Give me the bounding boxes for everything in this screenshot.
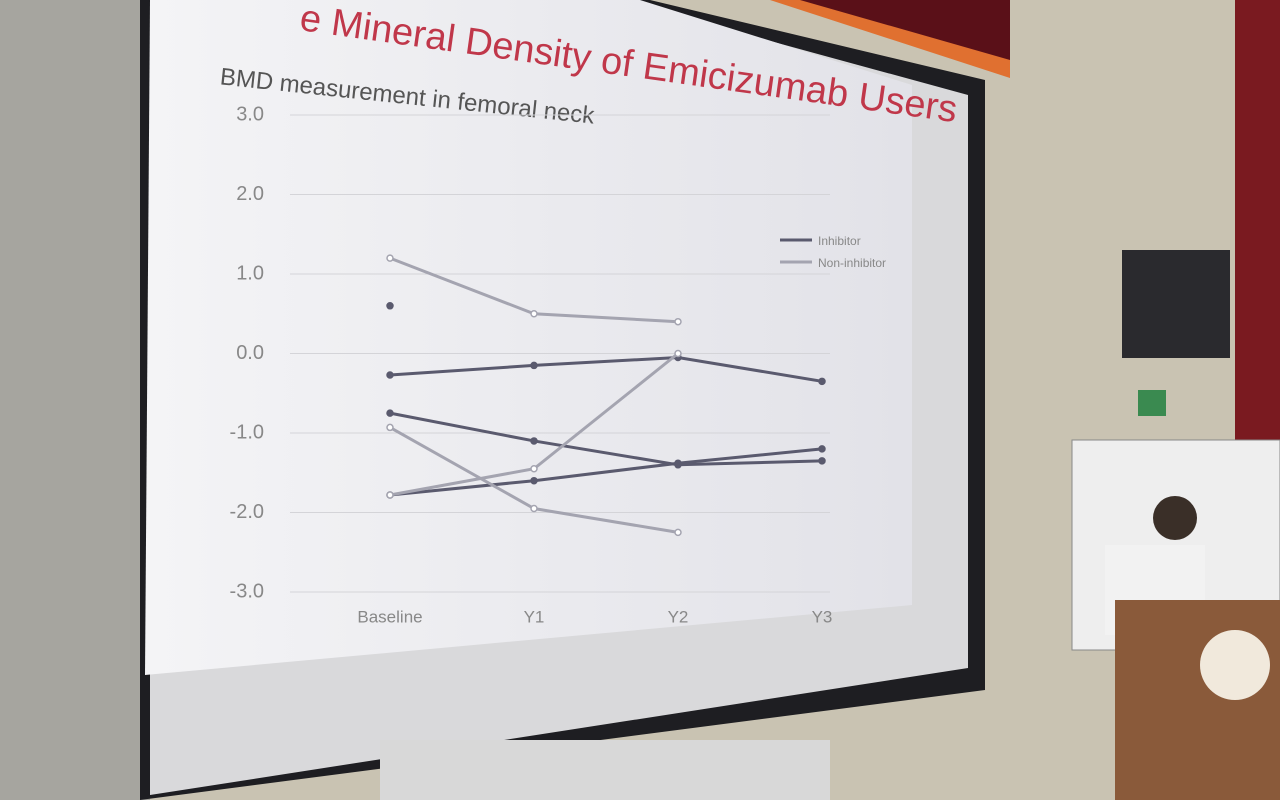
point bbox=[818, 457, 826, 465]
series-line bbox=[389, 447, 823, 497]
point bbox=[674, 459, 682, 467]
legend-label: Non-inhibitor bbox=[818, 256, 886, 270]
point bbox=[530, 465, 538, 473]
y-tick-label: -1.0 bbox=[230, 421, 264, 443]
point bbox=[386, 409, 394, 417]
y-tick-label: 2.0 bbox=[236, 183, 264, 205]
y-tick-label: -2.0 bbox=[230, 501, 264, 523]
exit-sign bbox=[1138, 390, 1166, 416]
x-tick-label: Y2 bbox=[668, 607, 689, 626]
table bbox=[380, 740, 830, 800]
curtain-right bbox=[1235, 0, 1280, 440]
curtain bbox=[800, 0, 1010, 60]
series-line bbox=[389, 411, 823, 467]
point bbox=[818, 445, 826, 453]
point bbox=[530, 504, 538, 513]
point bbox=[818, 377, 826, 386]
slide bbox=[145, 0, 912, 675]
point bbox=[530, 361, 538, 370]
x-tick-label: Y1 bbox=[524, 607, 545, 626]
point bbox=[386, 423, 394, 432]
plot: 3.0 2.0 1.0 0.0 -1.0 -2.0 -3.0 Baseline Y1 Y2 Y3 In… bbox=[230, 103, 887, 626]
point bbox=[674, 349, 682, 358]
podium-logo bbox=[1200, 630, 1270, 700]
x-tick-label: Baseline bbox=[357, 607, 422, 626]
point bbox=[674, 317, 682, 326]
series-line bbox=[389, 355, 823, 383]
point bbox=[530, 437, 538, 445]
podium bbox=[1115, 600, 1280, 800]
point bbox=[386, 371, 394, 379]
y-tick-label: 3.0 bbox=[236, 103, 264, 125]
point bbox=[530, 476, 538, 485]
point bbox=[386, 491, 394, 499]
point bbox=[530, 310, 538, 318]
point bbox=[386, 254, 394, 262]
y-tick-label: -3.0 bbox=[230, 580, 264, 602]
point bbox=[386, 302, 394, 310]
x-tick-label: Y3 bbox=[812, 607, 833, 626]
point bbox=[674, 528, 682, 537]
wall-left bbox=[0, 0, 150, 800]
speaker-box bbox=[1122, 250, 1230, 358]
y-tick-label: 0.0 bbox=[236, 342, 264, 364]
legend-label: Inhibitor bbox=[818, 234, 861, 248]
presenter-head bbox=[1153, 496, 1197, 540]
y-tick-label: 1.0 bbox=[236, 262, 264, 284]
